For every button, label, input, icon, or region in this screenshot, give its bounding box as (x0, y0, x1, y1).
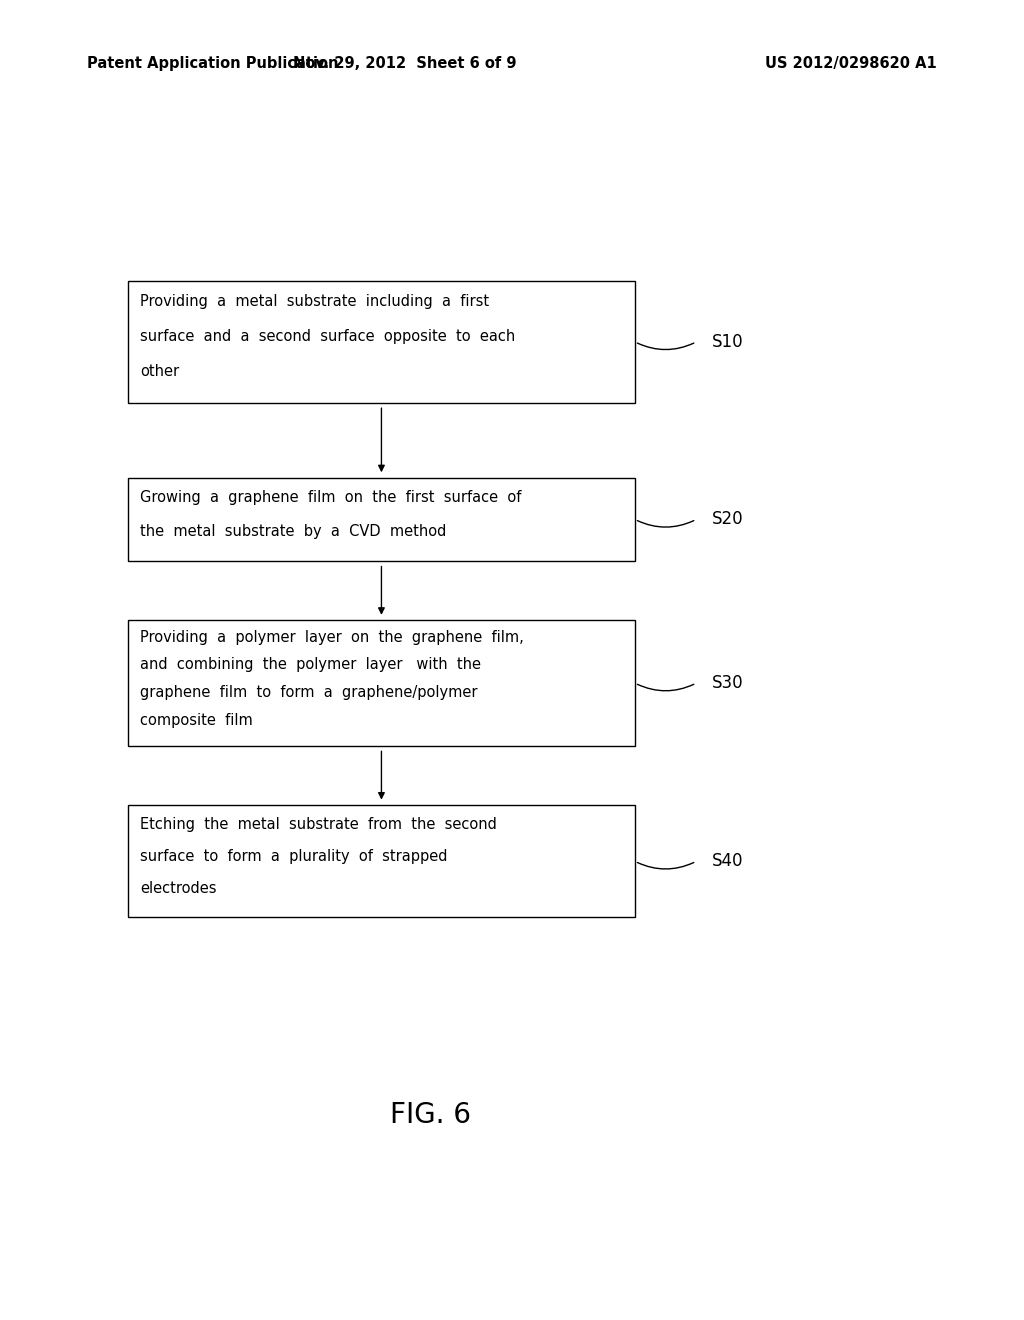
Text: US 2012/0298620 A1: US 2012/0298620 A1 (765, 55, 937, 71)
Text: FIG. 6: FIG. 6 (389, 1101, 471, 1130)
Text: Providing  a  metal  substrate  including  a  first: Providing a metal substrate including a … (140, 294, 489, 309)
Text: the  metal  substrate  by  a  CVD  method: the metal substrate by a CVD method (140, 524, 446, 539)
Text: S20: S20 (712, 511, 743, 528)
Text: electrodes: electrodes (140, 880, 217, 896)
Text: other: other (140, 364, 179, 379)
Text: Nov. 29, 2012  Sheet 6 of 9: Nov. 29, 2012 Sheet 6 of 9 (293, 55, 516, 71)
Bar (128, 478, 635, 561)
Bar (128, 805, 635, 917)
Text: graphene  film  to  form  a  graphene/polymer: graphene film to form a graphene/polymer (140, 685, 478, 701)
Text: S40: S40 (712, 853, 743, 870)
Bar (128, 620, 635, 746)
Text: surface  to  form  a  plurality  of  strapped: surface to form a plurality of strapped (140, 849, 447, 865)
Text: S10: S10 (712, 333, 743, 351)
Text: Patent Application Publication: Patent Application Publication (87, 55, 339, 71)
Text: Growing  a  graphene  film  on  the  first  surface  of: Growing a graphene film on the first sur… (140, 490, 521, 506)
Text: composite  film: composite film (140, 713, 253, 729)
Text: surface  and  a  second  surface  opposite  to  each: surface and a second surface opposite to… (140, 329, 515, 345)
Text: and  combining  the  polymer  layer   with  the: and combining the polymer layer with the (140, 657, 481, 672)
Bar (128, 281, 635, 403)
Text: Providing  a  polymer  layer  on  the  graphene  film,: Providing a polymer layer on the graphen… (140, 630, 524, 644)
Text: S30: S30 (712, 675, 743, 692)
Text: Etching  the  metal  substrate  from  the  second: Etching the metal substrate from the sec… (140, 817, 498, 832)
